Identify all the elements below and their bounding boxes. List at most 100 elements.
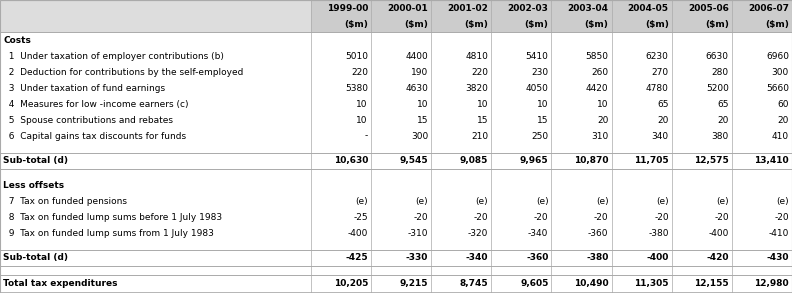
Bar <box>310 16 371 32</box>
Text: 9,965: 9,965 <box>520 156 548 165</box>
Bar <box>371 0 431 16</box>
Bar <box>0 225 792 241</box>
Bar <box>0 80 792 96</box>
Text: 20: 20 <box>778 115 789 125</box>
Text: 6960: 6960 <box>766 52 789 61</box>
Text: 9,545: 9,545 <box>399 156 428 165</box>
Text: 4420: 4420 <box>586 84 608 93</box>
Text: (e): (e) <box>416 197 428 206</box>
Text: 3  Under taxation of fund earnings: 3 Under taxation of fund earnings <box>3 84 165 93</box>
Text: Costs: Costs <box>3 35 31 45</box>
Text: (e): (e) <box>776 197 789 206</box>
Text: (e): (e) <box>535 197 548 206</box>
Bar <box>611 0 672 16</box>
Bar <box>0 64 792 80</box>
Text: 2002-03: 2002-03 <box>508 4 548 13</box>
Text: 9,605: 9,605 <box>520 279 548 288</box>
Bar <box>0 153 792 169</box>
Text: 220: 220 <box>351 67 368 76</box>
Bar <box>0 250 792 266</box>
Text: -380: -380 <box>586 253 608 263</box>
Text: 5  Spouse contributions and rebates: 5 Spouse contributions and rebates <box>3 115 173 125</box>
Text: 20: 20 <box>657 115 668 125</box>
Text: -20: -20 <box>654 213 668 222</box>
Text: (e): (e) <box>476 197 488 206</box>
Text: 2005-06: 2005-06 <box>688 4 729 13</box>
Bar <box>431 16 491 32</box>
Text: 20: 20 <box>718 115 729 125</box>
Text: 2000-01: 2000-01 <box>387 4 428 13</box>
Text: 10: 10 <box>537 100 548 108</box>
Text: 230: 230 <box>531 67 548 76</box>
Text: 7  Tax on funded pensions: 7 Tax on funded pensions <box>3 197 127 206</box>
Text: 15: 15 <box>417 115 428 125</box>
Text: 9,085: 9,085 <box>460 156 488 165</box>
Text: 2001-02: 2001-02 <box>447 4 488 13</box>
Text: 4400: 4400 <box>406 52 428 61</box>
Bar <box>0 193 792 209</box>
Text: 5660: 5660 <box>766 84 789 93</box>
Text: 340: 340 <box>652 132 668 141</box>
Text: -20: -20 <box>534 213 548 222</box>
Bar <box>0 209 792 225</box>
Text: 15: 15 <box>477 115 488 125</box>
Text: 280: 280 <box>712 67 729 76</box>
Text: -425: -425 <box>345 253 368 263</box>
Bar <box>491 0 551 16</box>
Text: 20: 20 <box>597 115 608 125</box>
Text: -330: -330 <box>406 253 428 263</box>
Text: 1999-00: 1999-00 <box>326 4 368 13</box>
Text: -320: -320 <box>468 229 488 238</box>
Text: ($m): ($m) <box>344 20 368 28</box>
Text: 210: 210 <box>471 132 488 141</box>
Bar <box>0 128 792 144</box>
Text: 10,870: 10,870 <box>574 156 608 165</box>
Text: 4780: 4780 <box>645 84 668 93</box>
Text: -430: -430 <box>767 253 789 263</box>
Text: ($m): ($m) <box>705 20 729 28</box>
Text: 4  Measures for low -income earners (c): 4 Measures for low -income earners (c) <box>3 100 188 108</box>
Text: 220: 220 <box>471 67 488 76</box>
Bar <box>732 0 792 16</box>
Text: -410: -410 <box>768 229 789 238</box>
Bar <box>431 0 491 16</box>
Text: (e): (e) <box>716 197 729 206</box>
Text: 410: 410 <box>772 132 789 141</box>
Text: 5380: 5380 <box>345 84 368 93</box>
Text: 250: 250 <box>531 132 548 141</box>
Bar <box>0 0 310 16</box>
Text: 12,980: 12,980 <box>754 279 789 288</box>
Text: -360: -360 <box>526 253 548 263</box>
Bar <box>0 266 792 275</box>
Text: (e): (e) <box>656 197 668 206</box>
Text: ($m): ($m) <box>404 20 428 28</box>
Bar <box>672 0 732 16</box>
Text: -420: -420 <box>706 253 729 263</box>
Text: 2003-04: 2003-04 <box>568 4 608 13</box>
Text: -340: -340 <box>528 229 548 238</box>
Text: 10: 10 <box>417 100 428 108</box>
Text: 260: 260 <box>592 67 608 76</box>
Bar <box>0 16 310 32</box>
Text: 10,630: 10,630 <box>333 156 368 165</box>
Text: 10,205: 10,205 <box>333 279 368 288</box>
Text: 4810: 4810 <box>466 52 488 61</box>
Text: -25: -25 <box>353 213 368 222</box>
Text: -: - <box>364 132 368 141</box>
Text: ($m): ($m) <box>524 20 548 28</box>
Text: -400: -400 <box>709 229 729 238</box>
Text: ($m): ($m) <box>645 20 668 28</box>
Text: 2  Deduction for contributions by the self-employed: 2 Deduction for contributions by the sel… <box>3 67 243 76</box>
Bar <box>0 144 792 153</box>
Text: -380: -380 <box>648 229 668 238</box>
Text: 6  Capital gains tax discounts for funds: 6 Capital gains tax discounts for funds <box>3 132 186 141</box>
Bar <box>0 112 792 128</box>
Bar <box>0 48 792 64</box>
Text: (e): (e) <box>596 197 608 206</box>
Bar <box>310 0 371 16</box>
Text: 60: 60 <box>778 100 789 108</box>
Bar <box>491 16 551 32</box>
Text: -20: -20 <box>413 213 428 222</box>
Text: ($m): ($m) <box>765 20 789 28</box>
Text: Sub-total (d): Sub-total (d) <box>3 253 68 263</box>
